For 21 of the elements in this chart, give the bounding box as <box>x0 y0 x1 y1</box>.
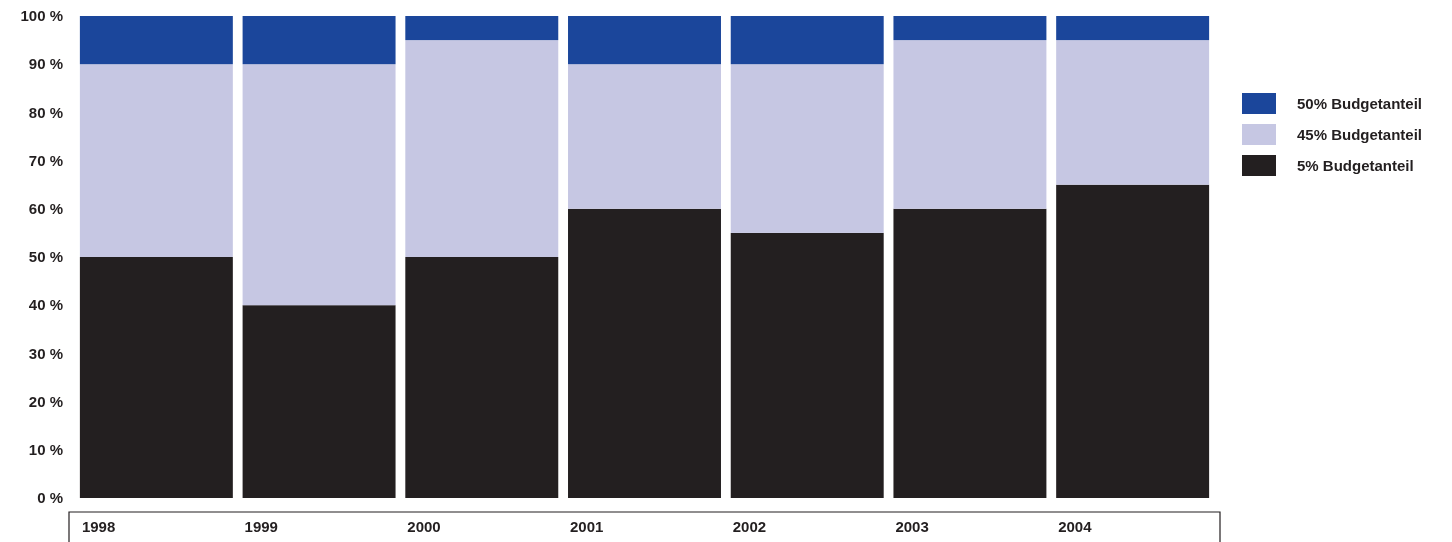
y-tick-label: 50 % <box>28 248 63 266</box>
x-tick-label: 2003 <box>895 518 929 536</box>
legend-label: 50% Budgetanteil <box>1297 94 1423 112</box>
y-tick-label: 80 % <box>28 103 63 121</box>
x-tick-label: 1999 <box>244 518 278 536</box>
legend-label: 5% Budgetanteil <box>1297 156 1414 174</box>
y-tick-label: 30 % <box>28 344 63 362</box>
legend-label: 45% Budgetanteil <box>1297 125 1423 143</box>
y-tick-label: 20 % <box>28 392 63 410</box>
y-tick-label: 90 % <box>28 55 63 73</box>
x-tick-label: 1998 <box>81 518 116 536</box>
x-tick-label: 2004 <box>1058 518 1093 536</box>
y-tick-label: 40 % <box>28 296 63 314</box>
y-tick-label: 70 % <box>28 151 63 169</box>
y-tick-label: 100 % <box>20 7 63 25</box>
x-tick-label: 2000 <box>407 518 441 536</box>
x-tick-label: 2001 <box>570 518 604 536</box>
x-tick-label: 2002 <box>732 518 767 536</box>
y-tick-label: 0 % <box>37 489 63 507</box>
y-tick-label: 10 % <box>28 441 63 459</box>
y-tick-label: 60 % <box>28 200 63 218</box>
